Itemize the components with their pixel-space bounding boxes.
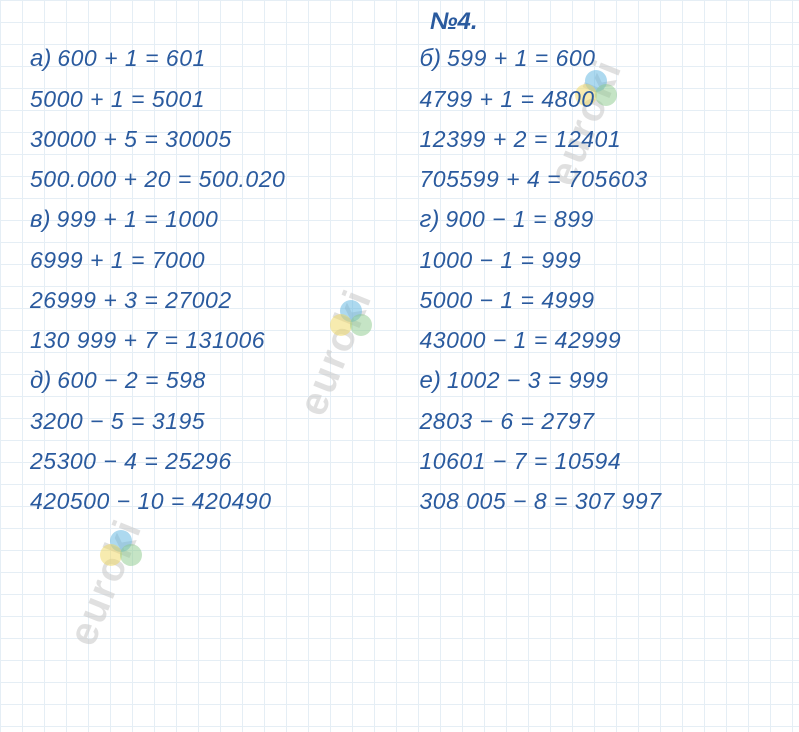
page-content: №4. а) 600 + 1 = 601 5000 + 1 = 5001 300… (0, 0, 799, 525)
equation: 4799 + 1 = 4800 (420, 86, 770, 113)
equation: 5000 − 1 = 4999 (420, 287, 770, 314)
group-label: б) (420, 45, 442, 73)
equation-row: а) 600 + 1 = 601 (30, 45, 380, 73)
equation: 10601 − 7 = 10594 (420, 448, 770, 475)
equation: 6999 + 1 = 7000 (30, 247, 380, 274)
group-label: е) (420, 367, 441, 395)
columns-container: а) 600 + 1 = 601 5000 + 1 = 5001 30000 +… (30, 45, 769, 515)
equation: 1002 − 3 = 999 (447, 367, 609, 394)
equation: 25300 − 4 = 25296 (30, 448, 380, 475)
left-column: а) 600 + 1 = 601 5000 + 1 = 5001 30000 +… (30, 45, 380, 515)
equation: 900 − 1 = 899 (445, 206, 593, 233)
equation: 3200 − 5 = 3195 (30, 408, 380, 435)
equation: 308 005 − 8 = 307 997 (420, 488, 770, 515)
equation: 30000 + 5 = 30005 (30, 126, 380, 153)
equation: 600 + 1 = 601 (57, 45, 205, 72)
equation: 420500 − 10 = 420490 (30, 488, 380, 515)
equation: 130 999 + 7 = 131006 (30, 327, 380, 354)
equation: 12399 + 2 = 12401 (420, 126, 770, 153)
equation-row: б) 599 + 1 = 600 (420, 45, 770, 73)
equation: 5000 + 1 = 5001 (30, 86, 380, 113)
equation: 2803 − 6 = 2797 (420, 408, 770, 435)
equation: 999 + 1 = 1000 (57, 206, 219, 233)
equation: 599 + 1 = 600 (447, 45, 595, 72)
equation: 43000 − 1 = 42999 (420, 327, 770, 354)
equation: 600 − 2 = 598 (57, 367, 205, 394)
equation: 500.000 + 20 = 500.020 (30, 166, 380, 193)
equation: 1000 − 1 = 999 (420, 247, 770, 274)
equation-row: е) 1002 − 3 = 999 (420, 367, 770, 395)
group-label: д) (30, 367, 51, 395)
equation-row: г) 900 − 1 = 899 (420, 206, 770, 234)
group-label: г) (420, 206, 440, 234)
exercise-title: №4. (430, 8, 478, 36)
equation-row: д) 600 − 2 = 598 (30, 367, 380, 395)
equation: 26999 + 3 = 27002 (30, 287, 380, 314)
group-label: а) (30, 45, 51, 73)
group-label: в) (30, 206, 51, 234)
equation: 705599 + 4 = 705603 (420, 166, 770, 193)
equation-row: в) 999 + 1 = 1000 (30, 206, 380, 234)
right-column: б) 599 + 1 = 600 4799 + 1 = 4800 12399 +… (420, 45, 770, 515)
